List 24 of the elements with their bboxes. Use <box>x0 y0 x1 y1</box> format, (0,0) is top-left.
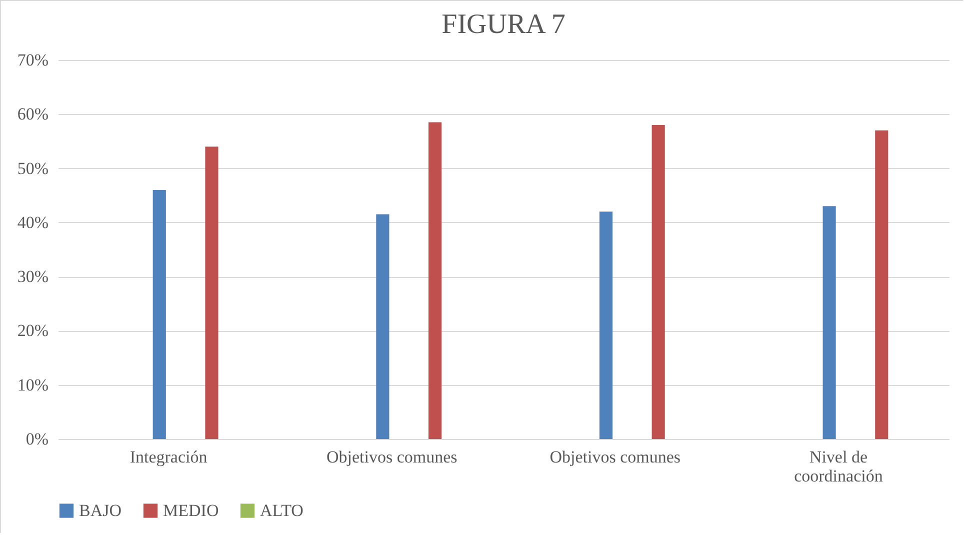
x-tick-label: Objetivos comunes <box>550 448 681 466</box>
y-tick-label: 60% <box>17 104 48 124</box>
y-tick-label: 30% <box>17 267 48 286</box>
bar <box>652 124 665 439</box>
legend-label: MEDIO <box>163 500 219 520</box>
bar <box>152 190 166 439</box>
bar <box>428 122 442 439</box>
y-tick-label: 50% <box>17 158 48 178</box>
y-tick-label: 10% <box>17 375 48 394</box>
y-tick-label: 70% <box>17 50 48 70</box>
x-tick-label: Integración <box>130 448 208 466</box>
y-tick-label: 40% <box>17 212 48 232</box>
chart-title: FIGURA 7 <box>442 9 566 40</box>
bar <box>376 214 390 439</box>
y-tick-label: 0% <box>26 430 48 448</box>
x-tick-label: Objetivos comunes <box>326 448 458 466</box>
bar <box>822 206 836 439</box>
bar <box>205 146 218 439</box>
y-tick-label: 20% <box>17 321 48 340</box>
bar <box>599 212 613 439</box>
x-tick-label: Nivel de coordinación <box>794 448 884 486</box>
legend-label: ALTO <box>260 500 304 520</box>
bar <box>875 130 888 439</box>
legend-label: BAJO <box>79 500 122 520</box>
